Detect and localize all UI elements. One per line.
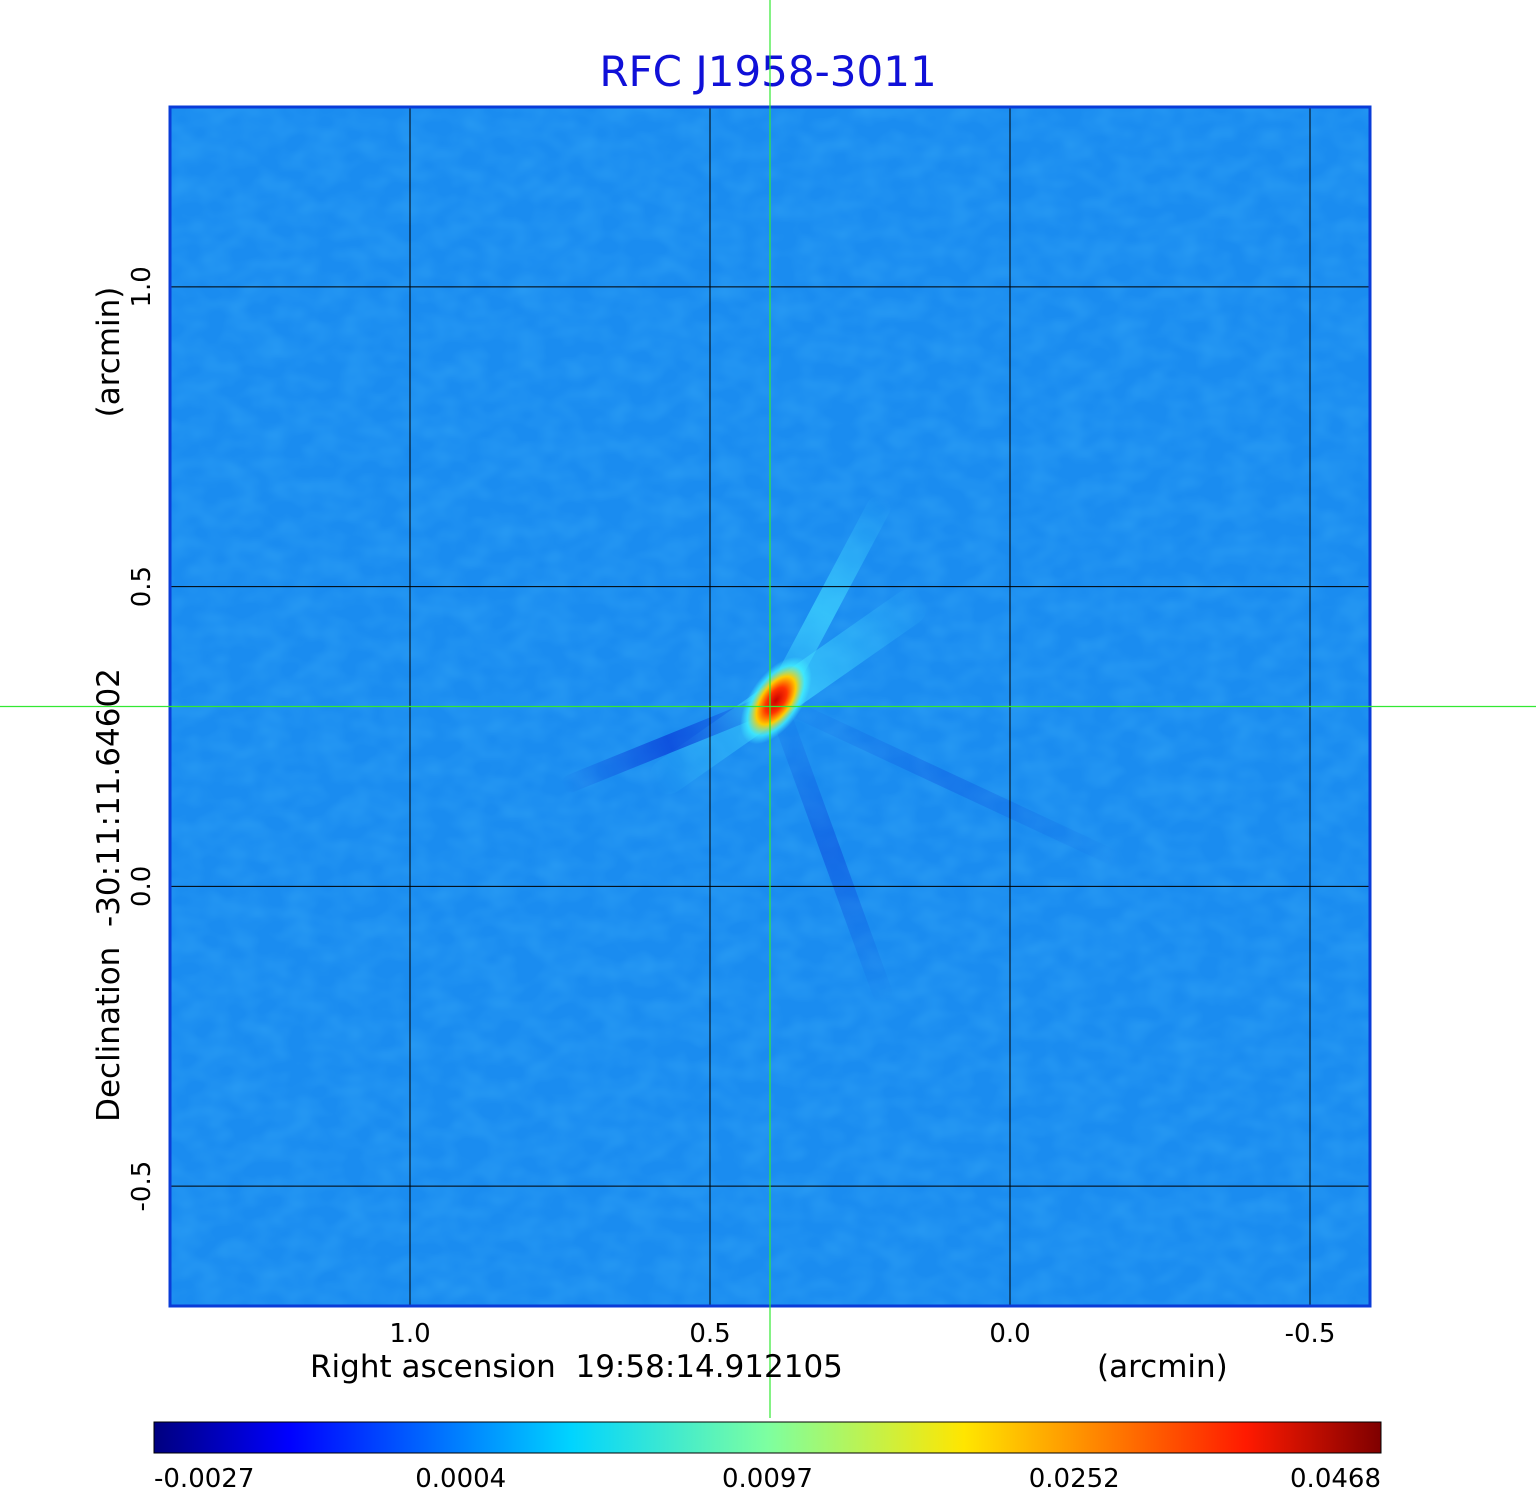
colorbar: [153, 1421, 1382, 1454]
x-tick-label: 1.0: [389, 1319, 430, 1349]
colorbar-tick-label: 0.0097: [722, 1464, 813, 1494]
colorbar-tick-label: 0.0252: [1029, 1464, 1120, 1494]
x-axis-unit: (arcmin): [1097, 1349, 1228, 1385]
y-axis-label: Declination -30:11:11.64602: [91, 668, 127, 1122]
sidelobe-trough: [562, 694, 777, 793]
sidelobe-trough: [775, 695, 1122, 866]
x-tick-label: 0.5: [689, 1319, 730, 1349]
colorbar-tick-label: 0.0468: [1290, 1464, 1381, 1494]
x-tick-label: 0.0: [989, 1319, 1030, 1349]
sidelobe-trough: [769, 699, 893, 1002]
chart-title: RFC J1958-3011: [599, 47, 937, 96]
colorbar-tick-label: -0.0027: [154, 1464, 254, 1494]
x-axis-label: Right ascension 19:58:14.912105: [310, 1349, 843, 1385]
y-tick-label: 1.0: [127, 266, 157, 307]
y-tick-label: 0.0: [127, 866, 157, 907]
y-tick-label: 0.5: [127, 566, 157, 607]
y-tick-label: -0.5: [127, 1161, 157, 1212]
colorbar-tick-label: 0.0004: [415, 1464, 506, 1494]
y-axis-unit: (arcmin): [91, 287, 127, 418]
peak-source: [740, 656, 812, 745]
x-tick-label: -0.5: [1285, 1319, 1336, 1349]
